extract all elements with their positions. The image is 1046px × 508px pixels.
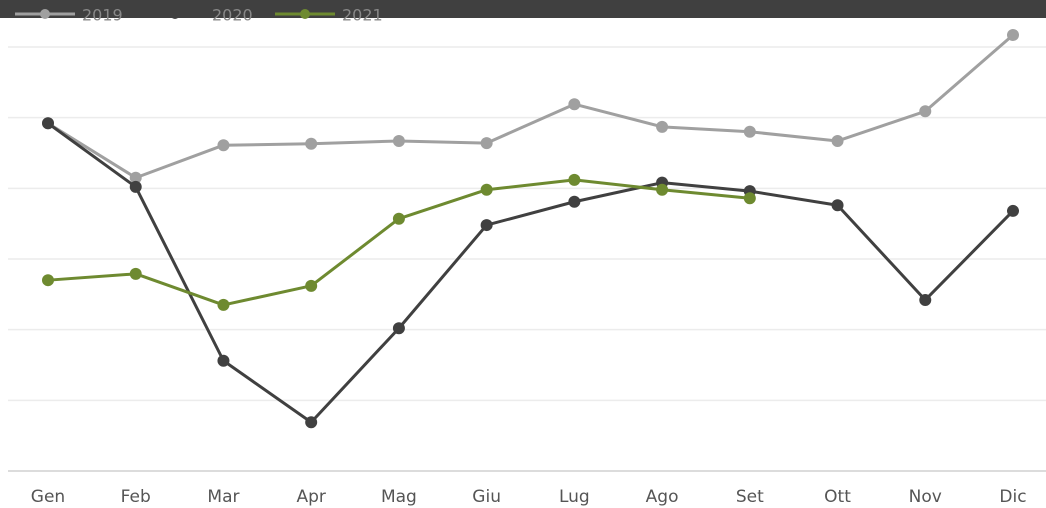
data-point — [305, 137, 318, 150]
data-point — [217, 298, 230, 311]
data-point — [1007, 204, 1019, 217]
data-point — [568, 173, 581, 186]
legend: 2019 2020 2021 — [15, 6, 383, 25]
data-point — [129, 171, 142, 184]
data-point — [743, 125, 756, 138]
data-point — [129, 267, 142, 280]
data-point — [392, 134, 405, 147]
x-tick-label: Giu — [472, 487, 501, 507]
x-tick-label: Set — [736, 487, 764, 507]
data-point — [305, 279, 318, 292]
data-point — [656, 120, 669, 133]
data-point — [568, 195, 581, 208]
x-tick-label: Mar — [207, 487, 239, 507]
data-point — [568, 98, 581, 111]
x-tick-label: Ago — [646, 487, 679, 507]
header-bar — [0, 0, 1046, 18]
x-tick-label: Dic — [999, 487, 1026, 507]
data-point — [919, 293, 932, 306]
data-point — [831, 134, 844, 147]
data-point — [42, 117, 54, 130]
legend-label: 2021 — [342, 6, 383, 25]
data-point — [919, 105, 932, 118]
x-tick-label: Gen — [31, 487, 65, 507]
legend-label: 2020 — [212, 6, 253, 25]
data-point — [831, 199, 844, 212]
data-point — [480, 219, 493, 232]
data-point — [42, 274, 54, 287]
data-point — [480, 137, 493, 150]
x-tick-label: Nov — [909, 487, 942, 507]
data-point — [743, 192, 756, 205]
series-line — [47, 178, 750, 307]
legend-label: 2019 — [82, 6, 123, 25]
x-tick-label: Mag — [381, 487, 417, 507]
data-point — [217, 354, 230, 367]
data-point — [392, 322, 405, 335]
data-point — [480, 183, 493, 196]
data-point — [392, 212, 405, 225]
legend-marker — [40, 9, 50, 19]
x-tick-label: Feb — [121, 487, 151, 507]
data-point — [656, 183, 669, 196]
data-point — [217, 139, 230, 152]
x-tick-label: Ott — [824, 487, 851, 507]
legend-marker — [300, 9, 310, 19]
series-line — [47, 33, 1014, 180]
data-point — [305, 416, 318, 429]
x-tick-label: Apr — [296, 487, 325, 507]
data-point — [129, 180, 142, 193]
legend-marker — [170, 9, 180, 19]
x-tick-label: Lug — [559, 487, 590, 507]
series-line — [47, 122, 1015, 424]
data-point — [1007, 28, 1019, 41]
